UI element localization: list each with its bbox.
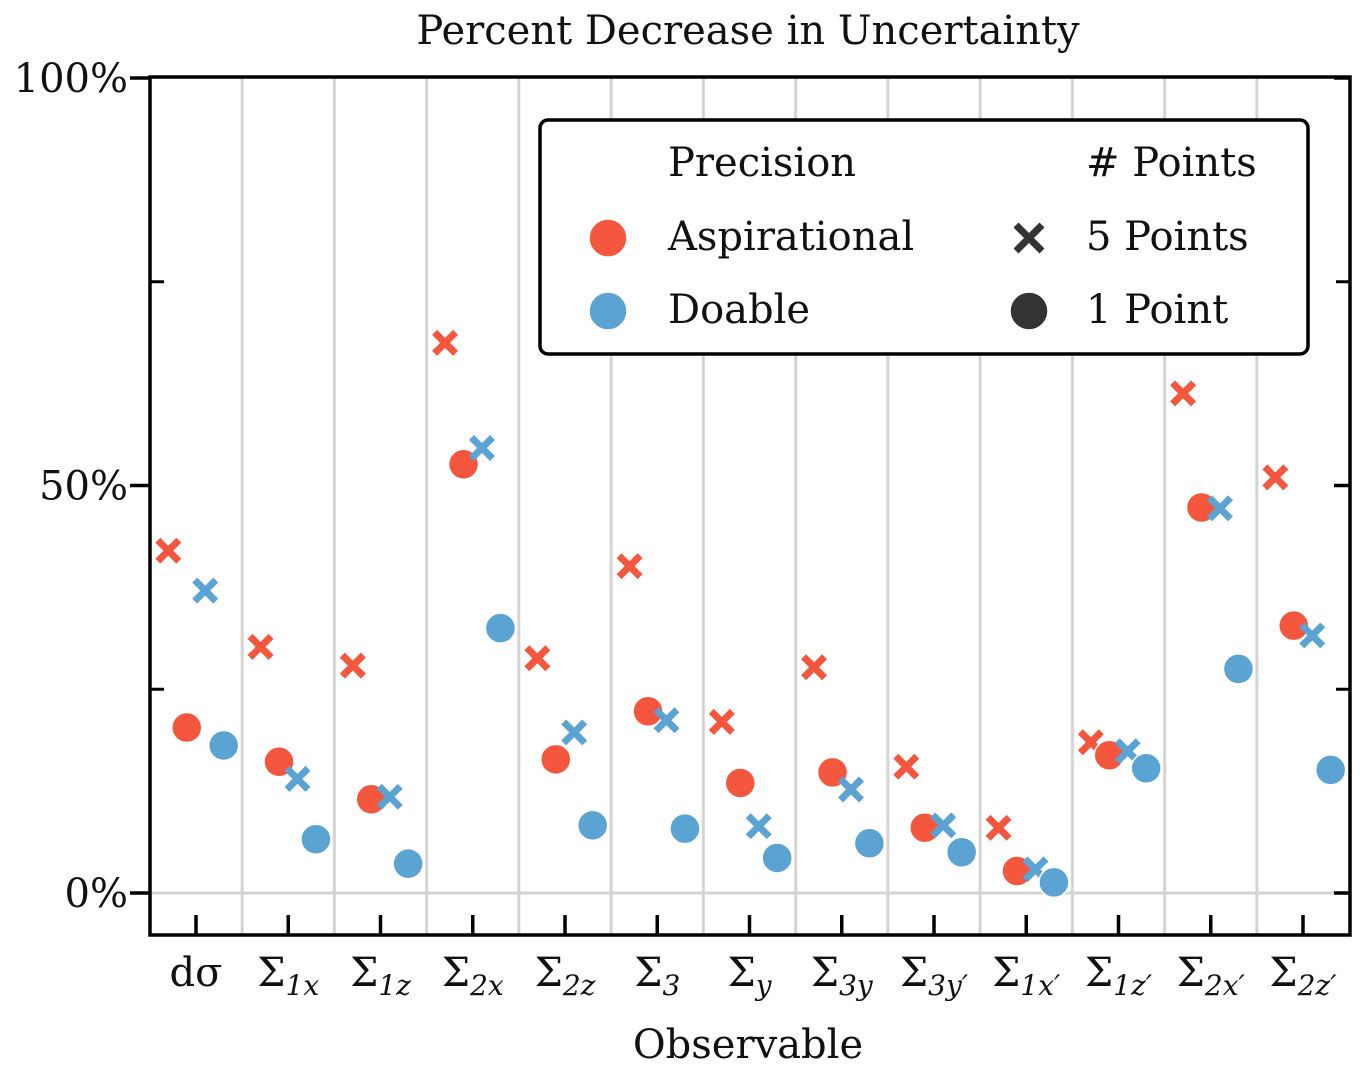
x-tick-label: Σ2z′ (1269, 950, 1337, 1002)
x-marker-stroke (1299, 622, 1326, 649)
x-tick-label: Σ1z (350, 950, 411, 1002)
legend-marker-aspirational (588, 218, 628, 258)
data-point-aspirational-5pts (247, 633, 274, 660)
x-tick-label: Σ1z′ (1085, 950, 1153, 1002)
x-marker-stroke (1114, 738, 1141, 765)
data-point-doable-1pt (1130, 752, 1162, 785)
x-marker-stroke (1077, 729, 1104, 756)
x-marker-stroke (339, 652, 366, 679)
x-marker-stroke (524, 645, 551, 672)
data-point-doable-5pts (376, 783, 403, 810)
data-point-aspirational-5pts (616, 553, 643, 580)
x-tick-label: Σ2x′ (1177, 950, 1246, 1002)
x-tick-label: Σy (727, 950, 772, 1002)
legend-label: 5 Points (1086, 214, 1249, 260)
x-tick-label: Σ2x (442, 950, 504, 1002)
data-point-aspirational-5pts (155, 537, 182, 564)
legend-marker-1pt (1009, 291, 1049, 331)
data-point-doable-1pt (669, 812, 701, 845)
y-tick-label: 100% (14, 56, 128, 102)
x-marker-stroke (893, 753, 920, 780)
data-point-aspirational-5pts (432, 329, 459, 356)
data-point-doable-1pt (1038, 866, 1070, 899)
x-marker-stroke (1022, 856, 1049, 883)
legend-box (538, 118, 1310, 356)
data-point-doable-1pt (207, 729, 240, 762)
legend-title-precision: Precision (668, 140, 856, 186)
x-marker-stroke (801, 654, 828, 681)
x-marker-stroke (432, 329, 459, 356)
legend-marker-5pts (1013, 222, 1045, 254)
x-marker-stroke (247, 633, 274, 660)
data-point-aspirational-5pts (985, 814, 1012, 841)
x-marker-stroke (155, 537, 182, 564)
data-point-doable-1pt (300, 823, 332, 855)
x-tick-label: Σ1x (257, 950, 319, 1002)
data-point-doable-5pts (930, 812, 957, 839)
legend-marker-doable (588, 291, 628, 331)
data-point-aspirational-1pt (1278, 609, 1310, 642)
data-point-doable-5pts (838, 776, 864, 803)
x-marker-stroke (561, 719, 588, 746)
x-tick-label: dσ (170, 950, 223, 996)
x-marker-stroke (708, 708, 735, 735)
x-marker-stroke (930, 812, 957, 839)
x-marker-stroke (985, 814, 1012, 841)
data-point-aspirational-5pts (339, 652, 366, 679)
data-point-doable-5pts (1299, 622, 1326, 649)
data-point-doable-1pt (761, 842, 793, 874)
y-tick-label: 0% (65, 871, 128, 917)
chart-title: Percent Decrease in Uncertainty (416, 8, 1080, 54)
data-point-doable-1pt (1314, 754, 1347, 786)
data-point-doable-5pts (653, 707, 680, 734)
x-axis-label: Observable (633, 1022, 863, 1068)
data-point-doable-5pts (1207, 495, 1233, 522)
data-point-aspirational-5pts (708, 708, 735, 735)
data-point-doable-1pt (392, 847, 424, 880)
legend: Precision # Points Aspirational Doable 5 Poi… (538, 118, 1310, 356)
data-point-doable-5pts (745, 813, 772, 840)
data-point-doable-5pts (469, 435, 495, 461)
data-point-doable-1pt (484, 612, 517, 644)
data-point-aspirational-5pts (524, 645, 551, 672)
data-point-doable-5pts (284, 765, 311, 792)
x-tick-label: Σ3y (811, 950, 874, 1002)
y-tick-label: 50% (39, 464, 128, 510)
data-point-aspirational-1pt (632, 695, 664, 728)
data-point-aspirational-1pt (724, 767, 757, 799)
legend-label: Doable (668, 287, 810, 333)
x-tick-label: Σ2z (535, 950, 596, 1002)
data-point-doable-1pt (1222, 653, 1255, 685)
legend-label: 1 Point (1086, 287, 1228, 333)
data-point-doable-1pt (576, 809, 609, 842)
data-point-aspirational-5pts (1170, 380, 1197, 407)
x-marker-stroke (1207, 495, 1233, 522)
x-tick-label: Σ1x′ (992, 950, 1061, 1002)
legend-label: Aspirational (667, 214, 914, 260)
x-marker-stroke (1170, 380, 1197, 407)
data-point-aspirational-1pt (540, 743, 572, 776)
x-tick-label: Σ3y′ (900, 950, 969, 1002)
data-point-aspirational-5pts (801, 654, 828, 681)
x-marker-stroke (838, 776, 864, 803)
data-point-doable-5pts (561, 719, 588, 746)
x-marker-stroke (1013, 222, 1045, 254)
x-marker-stroke (616, 553, 643, 580)
x-marker-stroke (192, 577, 219, 604)
x-marker-stroke (469, 435, 495, 461)
x-marker-stroke (745, 813, 772, 840)
data-point-aspirational-5pts (1262, 464, 1289, 491)
data-point-doable-5pts (192, 577, 219, 604)
x-tick-label: Σ3 (634, 950, 680, 1002)
x-marker-stroke (1262, 464, 1289, 491)
data-point-aspirational-5pts (893, 753, 920, 780)
x-marker-stroke (653, 707, 680, 734)
data-point-doable-1pt (945, 836, 978, 868)
x-marker-stroke (284, 765, 311, 792)
legend-title-points: # Points (1086, 140, 1257, 186)
data-point-doable-1pt (853, 827, 886, 860)
x-marker-stroke (376, 783, 403, 810)
data-point-aspirational-1pt (171, 711, 203, 744)
